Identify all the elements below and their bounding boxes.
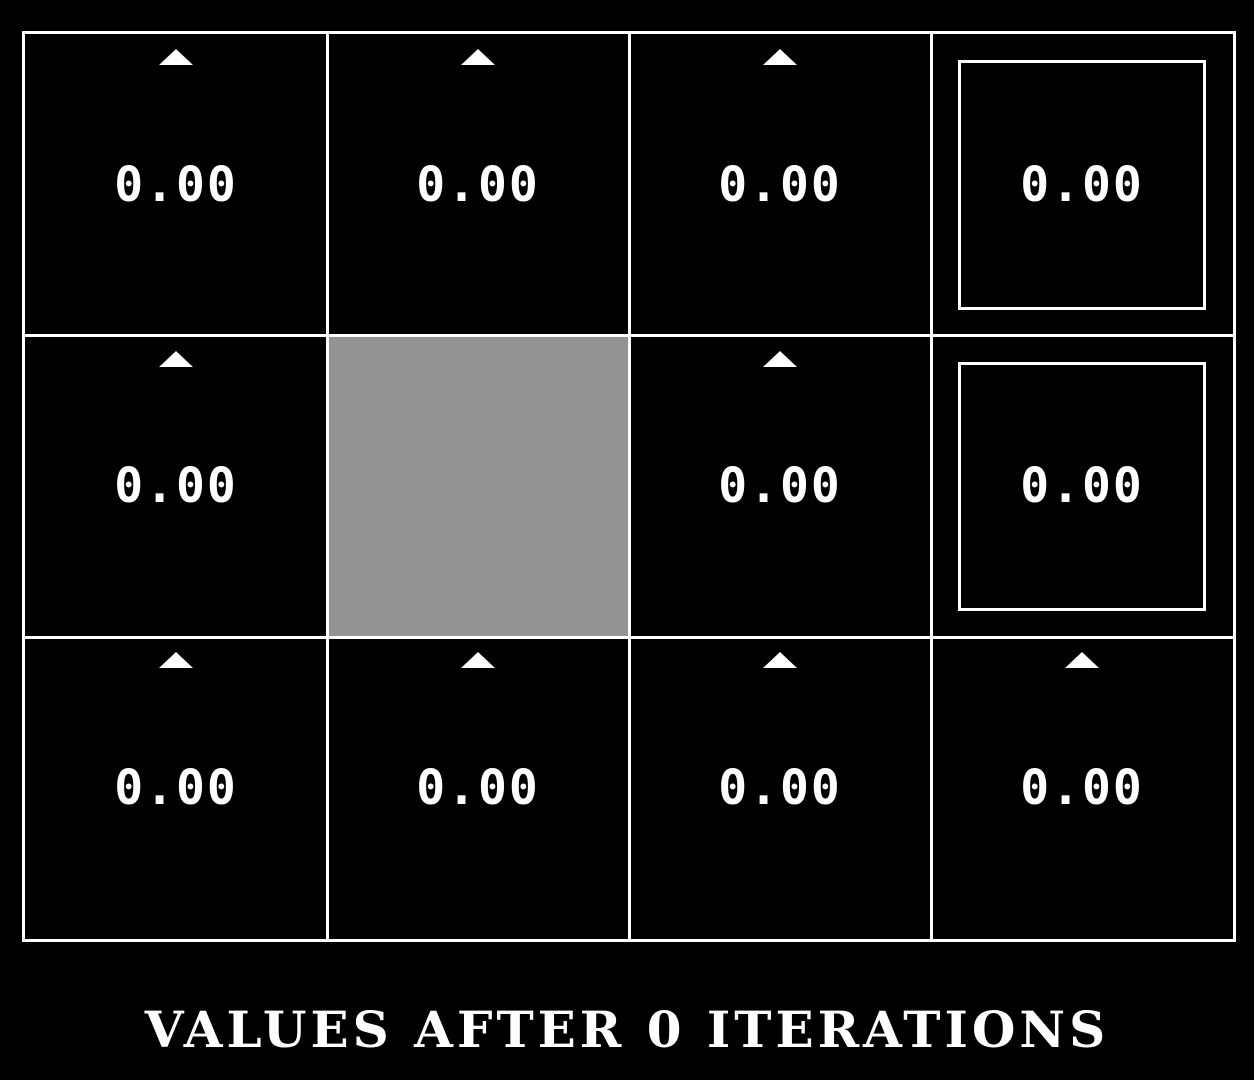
grid-cell: 0.00 xyxy=(25,335,327,638)
policy-up-arrow-icon xyxy=(1065,652,1099,669)
grid-divider-horizontal xyxy=(25,334,1233,338)
grid-divider-horizontal xyxy=(25,635,1233,639)
state-value: 0.00 xyxy=(1020,458,1144,515)
grid-cell: 0.00 xyxy=(629,637,931,939)
grid-cell: 0.00 xyxy=(629,34,931,336)
policy-up-arrow-icon xyxy=(159,49,193,65)
wall-cell xyxy=(327,335,629,638)
grid-cell: 0.00 xyxy=(327,637,629,939)
state-value: 0.00 xyxy=(114,760,238,817)
grid-divider-vertical xyxy=(929,34,933,939)
policy-up-arrow-icon xyxy=(159,652,193,669)
terminal-box xyxy=(958,60,1206,310)
terminal-cell: 0.00 xyxy=(931,34,1233,336)
terminal-cell: 0.00 xyxy=(931,335,1233,638)
state-value: 0.00 xyxy=(1020,760,1144,817)
state-value: 0.00 xyxy=(718,458,842,515)
policy-up-arrow-icon xyxy=(159,350,193,367)
grid-cell: 0.00 xyxy=(931,637,1233,939)
grid-divider-vertical xyxy=(325,34,329,939)
state-value: 0.00 xyxy=(718,156,842,213)
grid-divider-vertical xyxy=(627,34,631,939)
policy-up-arrow-icon xyxy=(461,49,495,65)
policy-up-arrow-icon xyxy=(763,350,797,367)
state-value: 0.00 xyxy=(114,156,238,213)
grid-cell: 0.00 xyxy=(327,34,629,336)
state-value: 0.00 xyxy=(1020,156,1144,213)
state-value: 0.00 xyxy=(416,760,540,817)
terminal-box xyxy=(958,361,1206,612)
grid-cell: 0.00 xyxy=(25,637,327,939)
gridworld-grid: 0.00 0.00 0.00 0.00 0.00 0.00 0.00 0.00 0.00 0.00… xyxy=(22,31,1236,942)
iteration-caption: VALUES AFTER 0 ITERATIONS xyxy=(144,1000,1110,1059)
policy-up-arrow-icon xyxy=(763,49,797,65)
state-value: 0.00 xyxy=(718,760,842,817)
policy-up-arrow-icon xyxy=(763,652,797,669)
grid-cell: 0.00 xyxy=(25,34,327,336)
state-value: 0.00 xyxy=(114,458,238,515)
policy-up-arrow-icon xyxy=(461,652,495,669)
state-value: 0.00 xyxy=(416,156,540,213)
grid-cell: 0.00 xyxy=(629,335,931,638)
